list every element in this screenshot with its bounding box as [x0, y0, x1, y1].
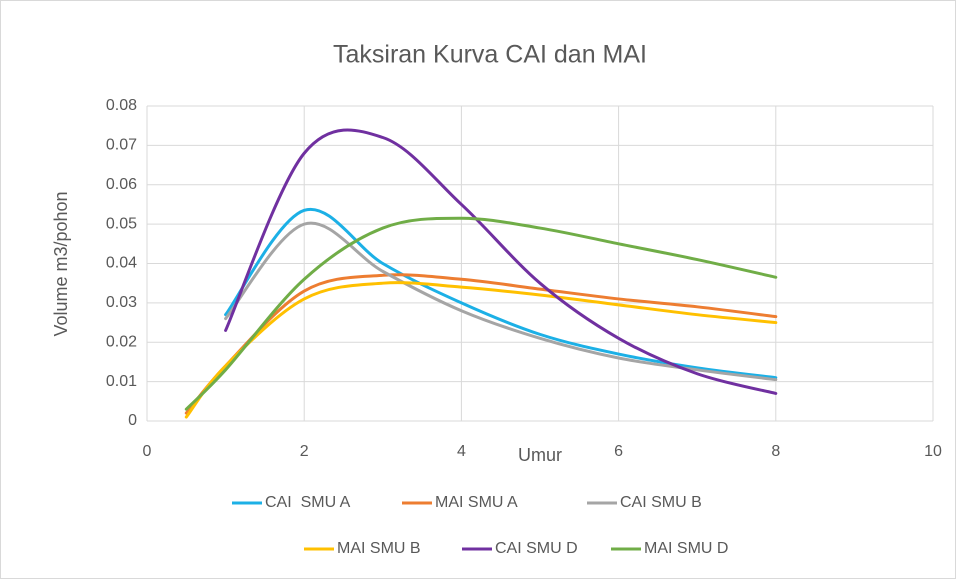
series-line [224, 207, 778, 380]
x-tick-label: 10 [924, 443, 942, 460]
chart-title: Taksiran Kurva CAI dan MAI [333, 41, 647, 69]
y-tick-label: 0 [128, 412, 137, 429]
y-tick-label: 0.04 [106, 255, 137, 272]
series-line [224, 128, 778, 395]
y-tick-label: 0.01 [106, 373, 137, 390]
legend-label: CAI SMU B [620, 494, 702, 511]
series-line [184, 216, 778, 411]
x-axis-label: Umur [518, 445, 562, 465]
legend-label: MAI SMU D [644, 540, 728, 557]
y-tick-label: 0.06 [106, 176, 137, 193]
y-tick-label: 0.02 [106, 333, 137, 350]
legend-label: MAI SMU A [435, 494, 518, 511]
legend-label: CAI SMU D [495, 540, 578, 557]
x-tick-label: 0 [143, 443, 152, 460]
x-tick-label: 6 [614, 443, 623, 460]
x-tick-label: 8 [771, 443, 780, 460]
x-tick-label: 2 [300, 443, 309, 460]
x-tick-label: 4 [457, 443, 466, 460]
y-tick-label: 0.07 [106, 137, 137, 154]
y-tick-label: 0.08 [106, 97, 137, 114]
y-tick-label: 0.05 [106, 215, 137, 232]
legend-label: MAI SMU B [337, 540, 421, 557]
y-tick-label: 0.03 [106, 294, 137, 311]
legend-label: CAI SMU A [265, 494, 351, 511]
y-axis-label: Volume m3/pohon [51, 191, 71, 336]
